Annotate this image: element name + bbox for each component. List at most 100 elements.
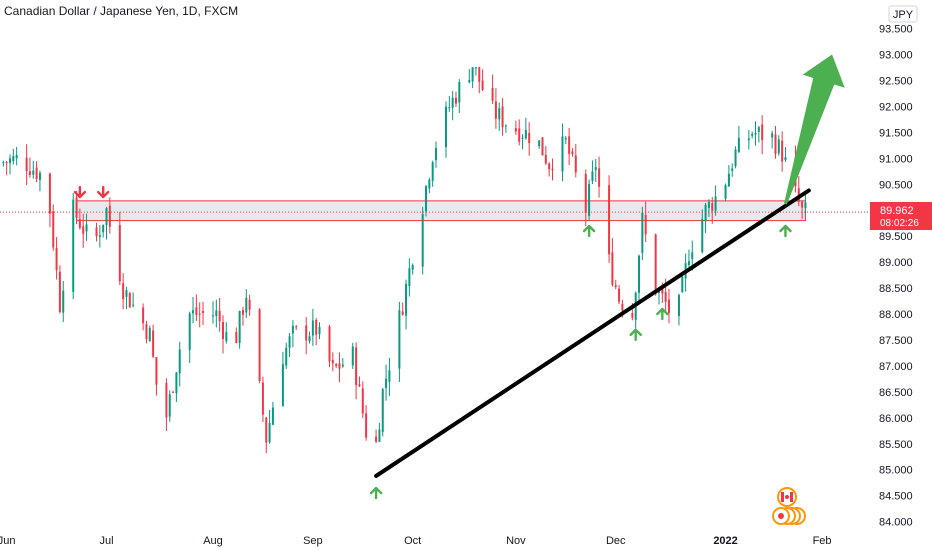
candle-body [35,167,38,179]
candle-body [731,168,734,171]
candle-body [428,179,431,189]
economic-events-icon[interactable] [772,507,806,525]
candle-body [271,407,274,425]
candle-body [95,227,98,237]
candle-body [667,299,670,313]
candle-body [212,315,215,317]
candle-body [474,67,477,69]
y-tick-label: 91.500 [879,127,913,139]
candle-body [318,327,321,335]
candle-body [82,226,85,234]
target-arrow-icon[interactable] [784,54,845,205]
candle-body [574,155,577,173]
candle-body [15,155,18,159]
candle-body [588,184,591,216]
candle-body [757,127,760,132]
candle-body [518,128,521,142]
up-arrow-icon [656,307,669,321]
candle-body [241,310,244,315]
candle-body [285,347,288,366]
candle-body [701,219,704,253]
candle-body [5,162,8,164]
current-price-label: 89.962 [880,205,914,217]
candle-body [777,139,780,154]
candle-body [98,235,101,237]
up-arrow-icon [779,224,792,238]
candle-body [8,158,11,164]
candle-body [454,97,457,104]
candle-body [32,170,35,175]
candle-body [102,224,105,233]
candle-body [85,224,88,232]
candle-body [305,325,308,341]
candle-body [431,162,434,181]
support-trendline[interactable] [374,188,811,478]
currency-badge[interactable]: JPY [888,5,918,23]
price-axis[interactable]: 93.500 93.000 92.500 92.000 91.500 91.000 90.5… [879,24,913,529]
candle-body [311,320,314,336]
y-tick-label: 88.500 [879,283,913,295]
candle-body [501,106,504,128]
candle-body [75,197,78,218]
candle-body [378,429,381,442]
down-arrow-icon [96,185,110,199]
candle-body [751,133,754,136]
candle-body [631,313,634,318]
candle-body [375,436,378,442]
candle-body [458,82,461,103]
x-tick-label: Nov [506,535,526,547]
candle-body [385,378,388,389]
candle-body [118,224,121,282]
candle-body [72,199,75,292]
candle-body [781,140,784,162]
time-axis[interactable]: Jun Jul Aug Sep Oct Nov Dec 2022 Feb [0,535,832,547]
up-arrow-icon [582,224,596,238]
x-tick-label: Jul [99,535,113,547]
y-tick-label: 87.000 [879,361,913,373]
candle-body [551,168,554,171]
candle-body [691,252,694,259]
candle-body [681,276,684,293]
candle-body [105,208,108,226]
candle-body [221,322,224,340]
candle-body [12,156,15,162]
resistance-zone[interactable] [76,200,806,222]
candle-body [328,326,331,362]
candle-body [478,67,481,82]
x-tick-label: Sep [303,535,323,547]
candle-body [268,422,271,443]
candle-body [761,124,764,141]
candle-body [198,313,201,315]
candle-body [411,265,414,270]
candle-body [541,137,544,156]
candle-body [561,136,564,172]
candle-body [2,162,5,164]
candle-body [388,370,391,382]
countdown-label: 08:02:26 [880,218,919,229]
candle-body [711,203,714,211]
candle-body [538,140,541,147]
y-tick-label: 87.500 [879,335,913,347]
candle-body [421,214,424,267]
candle-body [614,285,617,288]
candle-body [152,330,155,357]
candle-body [521,137,524,139]
candle-body [192,310,195,314]
candles [2,66,807,454]
up-arrow-icon [369,486,383,500]
candle-body [784,157,787,161]
candle-body [608,185,611,255]
canada-flag-icon[interactable] [777,487,797,507]
candle-body [355,347,358,386]
candle-body [584,173,587,213]
y-tick-label: 89.000 [879,257,913,269]
candle-body [132,304,135,306]
candle-body [498,108,501,120]
candle-body [218,310,221,322]
candle-body [258,309,261,381]
candle-body [142,307,145,324]
candle-body [654,234,657,294]
candle-body [398,310,401,369]
candle-body [594,167,597,171]
